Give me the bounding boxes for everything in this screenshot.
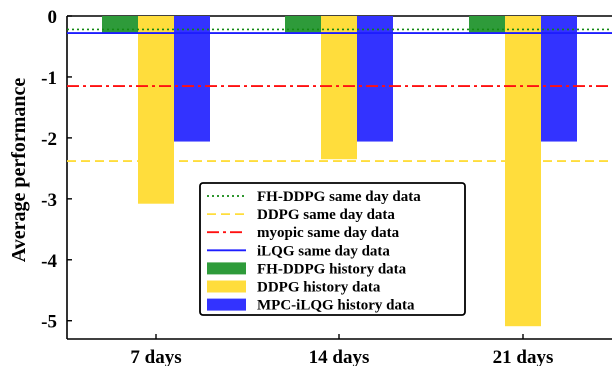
legend-patch-swatch — [207, 262, 246, 275]
legend-patch-swatch — [207, 298, 246, 311]
x-tick-label: 14 days — [309, 347, 370, 366]
bar — [541, 16, 577, 142]
legend-label: DDPG same day data — [257, 207, 395, 223]
legend-label: FH-DDPG same day data — [257, 189, 421, 205]
legend-label: FH-DDPG history data — [257, 261, 407, 277]
x-tick-label: 7 days — [130, 347, 181, 366]
legend: FH-DDPG same day data DDPG same day data m… — [199, 182, 466, 316]
y-tick-label: -2 — [41, 129, 57, 150]
x-tick-layer: 7 days 14 days 21 days — [130, 334, 554, 368]
bar — [469, 16, 505, 33]
legend-label: iLQG same day data — [257, 243, 390, 259]
y-tick-label: 0 — [48, 7, 58, 28]
y-axis-title: Average performance — [8, 78, 30, 263]
bar — [321, 16, 357, 160]
legend-label: MPC-iLQG history data — [257, 298, 415, 314]
y-tick-label: -4 — [41, 251, 57, 272]
bar — [505, 16, 541, 327]
y-tick-layer: 0 -1 -2 -3 -4 -5 — [41, 7, 72, 333]
bar — [174, 16, 210, 142]
plot-layer — [66, 15, 612, 340]
bar — [102, 16, 138, 34]
legend-patch-swatch — [207, 280, 246, 293]
legend-box — [199, 182, 466, 316]
x-tick-label: 21 days — [493, 347, 554, 366]
bar — [285, 16, 321, 33]
y-tick-label: -5 — [41, 312, 57, 333]
legend-label: myopic same day data — [257, 225, 400, 241]
bar — [138, 16, 174, 204]
y-tick-label: -1 — [41, 68, 57, 89]
y-tick-label: -3 — [41, 190, 57, 211]
bar — [357, 16, 393, 142]
legend-label: DDPG history data — [257, 280, 381, 296]
